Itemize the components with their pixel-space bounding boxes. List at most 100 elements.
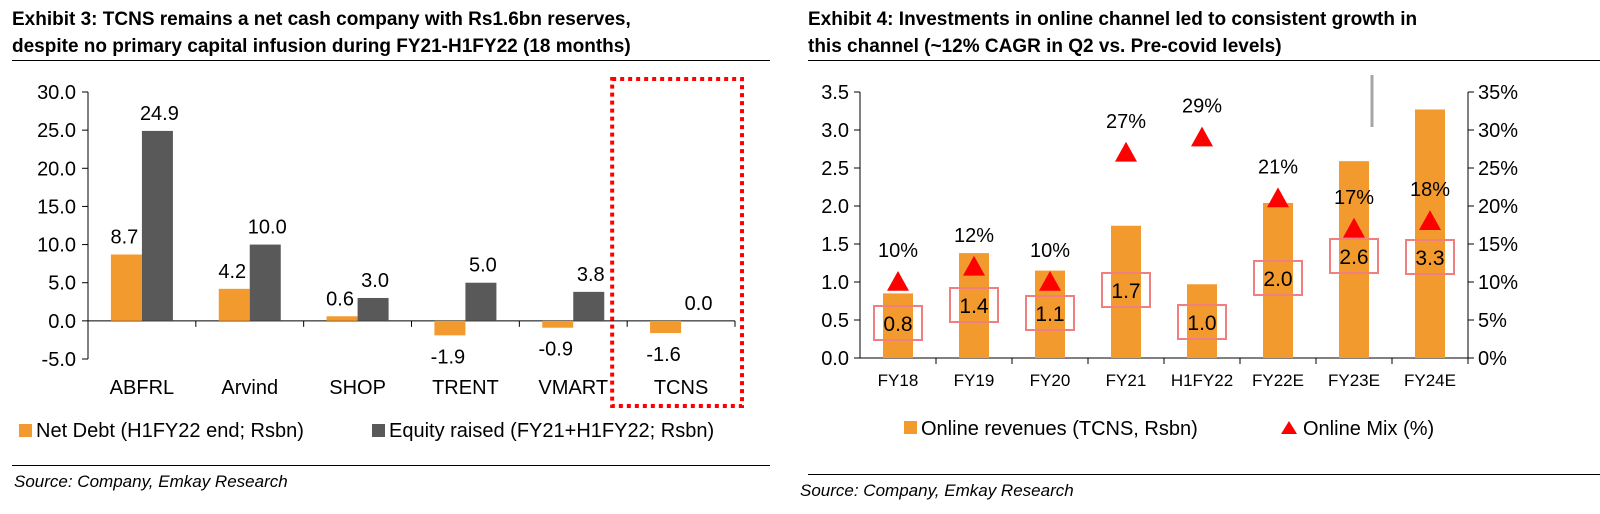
right-y-tick-label: 25% [1478, 158, 1518, 180]
net-debt-bar [110, 254, 142, 321]
online-mix-value-label: 12% [954, 225, 994, 247]
left-y-tick-label: 3.5 [821, 82, 849, 104]
online-mix-value-label: 10% [878, 240, 918, 262]
exhibit-3-source-rule [12, 465, 770, 466]
online-revenue-value-label: 1.4 [959, 295, 989, 318]
right-y-tick-label: 20% [1478, 196, 1518, 218]
x-tick-label: FY24E [1404, 371, 1456, 390]
x-tick-label: FY22E [1252, 371, 1304, 390]
net-debt-bar [434, 320, 466, 336]
online-mix-marker [1191, 126, 1213, 147]
equity-raised-value-label: 0.0 [685, 293, 713, 315]
online-mix-value-label: 29% [1182, 96, 1222, 118]
exhibit-4-panel: Exhibit 4: Investments in online channel… [800, 0, 1600, 514]
equity-raised-value-label: 5.0 [469, 255, 497, 277]
x-tick-label: FY21 [1106, 371, 1147, 390]
equity-raised-bar [141, 130, 173, 321]
online-mix-marker [887, 271, 909, 291]
online-mix-marker [1039, 271, 1061, 291]
online-revenue-value-label: 1.7 [1111, 280, 1140, 303]
x-tick-label: ABFRL [110, 377, 174, 399]
left-y-tick-label: 0.5 [821, 310, 849, 332]
exhibit-4-source: Source: Company, Emkay Research [800, 481, 1074, 500]
x-tick-label: VMART [538, 377, 608, 399]
online-mix-marker [963, 255, 985, 276]
online-revenue-bar [1187, 284, 1217, 358]
net-debt-value-label: 4.2 [218, 261, 246, 283]
left-y-tick-label: 0.0 [821, 348, 849, 370]
exhibit-4-title-rule [808, 60, 1600, 61]
net-debt-value-label: -1.6 [646, 344, 680, 366]
online-mix-marker [1343, 217, 1365, 238]
exhibit-3-title-line2: despite no primary capital infusion duri… [12, 36, 631, 57]
net-debt-value-label: -0.9 [539, 339, 573, 361]
equity-raised-bar [573, 291, 605, 321]
online-mix-value-label: 21% [1258, 156, 1298, 178]
online-revenue-value-box [1405, 239, 1455, 275]
net-debt-bar [650, 320, 682, 334]
right-y-tick-label: 15% [1478, 234, 1518, 256]
right-y-tick-label: 10% [1478, 272, 1518, 294]
online-revenue-bar [1415, 109, 1445, 358]
online-revenue-value-label: 0.8 [883, 313, 912, 336]
exhibit-3-source: Source: Company, Emkay Research [14, 472, 288, 491]
y-tick-label: -5.0 [42, 349, 76, 371]
exhibit-4-title-line2: this channel (~12% CAGR in Q2 vs. Pre-co… [808, 36, 1282, 57]
net-debt-bar [326, 316, 358, 321]
legend-online-revenue-swatch [904, 421, 917, 434]
x-tick-label: SHOP [329, 377, 386, 399]
equity-raised-bar [249, 244, 281, 321]
exhibit-3-title-line1: Exhibit 3: TCNS remains a net cash compa… [12, 9, 631, 30]
online-revenue-value-box [1025, 295, 1075, 331]
tcns-highlight-box [610, 77, 745, 408]
online-mix-value-label: 17% [1334, 187, 1374, 209]
equity-raised-bar [465, 282, 497, 321]
x-tick-label: TCNS [654, 377, 708, 399]
exhibit-4-chart: 3.5 3.0 2.5 2.0 1.5 1.0 0.5 0.0 35% 30% 25% 20% 15% 1… [821, 75, 1518, 440]
online-mix-value-label: 10% [1030, 240, 1070, 262]
online-revenue-value-label: 2.0 [1263, 268, 1292, 291]
online-revenue-value-box [873, 305, 923, 341]
online-revenue-value-box [1101, 272, 1151, 308]
equity-raised-value-label: 10.0 [248, 217, 287, 239]
online-revenue-bar [1111, 225, 1141, 358]
legend-online-mix-marker [1281, 421, 1297, 434]
right-y-tick-label: 0% [1478, 348, 1507, 370]
y-tick-label: 20.0 [37, 158, 76, 180]
left-y-tick-label: 1.0 [821, 272, 849, 294]
left-y-tick-label: 3.0 [821, 120, 849, 142]
right-y-tick-label: 35% [1478, 82, 1518, 104]
legend-online-revenue-label: Online revenues (TCNS, Rsbn) [921, 418, 1198, 440]
online-mix-value-label: 18% [1410, 179, 1450, 201]
right-y-tick-label: 5% [1478, 310, 1507, 332]
x-tick-label: TRENT [432, 377, 499, 399]
legend-online-mix-label: Online Mix (%) [1303, 418, 1434, 440]
online-revenue-value-box [949, 287, 999, 323]
net-debt-bar [218, 288, 250, 321]
x-tick-label: Arvind [221, 377, 278, 399]
right-y-tick-label: 30% [1478, 120, 1518, 142]
online-revenue-value-label: 2.6 [1339, 246, 1368, 269]
left-y-tick-label: 2.5 [821, 158, 849, 180]
y-tick-label: 10.0 [37, 235, 76, 257]
y-tick-label: 5.0 [48, 273, 76, 295]
x-tick-label: FY23E [1328, 371, 1380, 390]
equity-raised-value-label: 24.9 [140, 103, 179, 125]
y-tick-label: 25.0 [37, 120, 76, 142]
online-revenue-bar [883, 293, 913, 358]
exhibit-3-chart: 30.0 25.0 20.0 15.0 10.0 5.0 0.0 -5.0 ABFRL 8.7 24… [19, 77, 745, 442]
x-tick-label: FY20 [1030, 371, 1071, 390]
exhibit-3-title-rule [12, 60, 770, 61]
y-tick-label: 0.0 [48, 311, 76, 333]
online-mix-value-label: 27% [1106, 111, 1146, 133]
legend-net-debt-label: Net Debt (H1FY22 end; Rsbn) [36, 420, 304, 442]
net-debt-value-label: 8.7 [111, 226, 139, 248]
legend-net-debt-swatch [19, 424, 32, 437]
y-tick-label: 15.0 [37, 196, 76, 218]
online-revenue-bar [1263, 202, 1293, 358]
legend-equity-raised-label: Equity raised (FY21+H1FY22; Rsbn) [389, 420, 714, 442]
exhibit-3-title: Exhibit 3: TCNS remains a net cash compa… [12, 6, 772, 60]
online-revenue-value-box [1329, 238, 1379, 274]
online-revenue-value-label: 1.0 [1187, 312, 1216, 335]
online-mix-marker [1267, 187, 1289, 208]
